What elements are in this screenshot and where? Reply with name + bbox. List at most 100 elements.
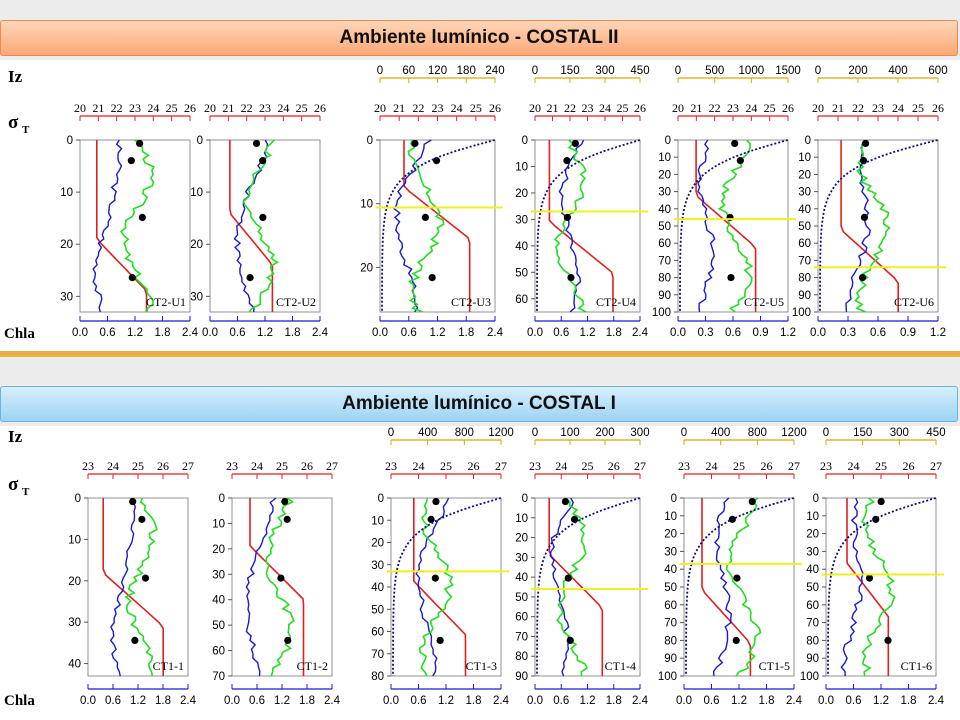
sample-dot [138,515,146,523]
depth-tick-label: 70 [664,618,677,630]
panel-label: CT2-U3 [451,295,491,309]
depth-tick-label: 30 [190,291,203,303]
depth-tick-label: 40 [212,595,225,607]
chla-tick-label: 2.4 [786,695,803,707]
sigma-tick-label: 24 [706,459,718,473]
iz-tick-label: 800 [455,427,474,439]
depth-tick-label: 40 [658,204,671,216]
sigma-t-subscript: T [22,124,30,136]
iz-light-curve [536,497,641,676]
sample-dot [732,636,740,644]
sample-dot [128,274,136,282]
depth-tick-label: 100 [800,671,819,683]
iz-tick-label: 0 [815,65,821,77]
sample-dot [731,139,739,148]
iz-light-curve [679,139,789,312]
sigma-tick-label: 27 [495,459,507,473]
chla-tick-label: 0.3 [698,327,714,339]
sigma-profile-line [403,140,471,312]
chla-tick-label: 0.6 [846,695,862,707]
sigma-tick-label: 25 [296,101,308,115]
sigma-tick-label: 20 [672,101,684,115]
depth-tick-label: 20 [798,169,811,181]
sigma-tick-label: 26 [489,101,501,115]
chla-profile-line [265,497,295,677]
depth-tick-label: 70 [212,671,225,683]
depth-tick-label: 30 [515,214,528,226]
sample-dot [127,157,135,165]
profile-frame [379,139,496,313]
chla-tick-label: 0.9 [753,327,769,339]
depth-tick-label: 60 [371,627,384,639]
sample-dot [861,139,870,148]
iz-tick-label: 1200 [488,427,514,439]
panel-label: CT1-5 [759,659,790,673]
sigma-tick-label: 24 [451,101,463,115]
depth-tick-label: 0 [665,135,671,147]
depth-tick-label: 20 [190,239,203,251]
sample-dot [136,139,144,148]
sample-dot [138,213,146,221]
iz-tick-label: 0 [675,65,681,77]
sigma-tick-label: 26 [468,459,480,473]
sample-dot [277,574,285,582]
chla-tick-label: 2.4 [493,695,510,707]
profile-frame [677,139,789,313]
chla-tick-label: 1.8 [458,327,474,339]
sigma-tick-label: 23 [226,459,238,473]
sigma-tick-label: 23 [129,101,141,115]
depth-tick-label: 90 [798,290,811,302]
sigma-profile-line [102,498,164,676]
depth-tick-label: 20 [212,544,225,556]
chla-tick-label: 0.0 [676,695,692,707]
depth-tick-label: 60 [212,646,225,658]
sample-dot [884,636,892,644]
sample-dot [571,139,579,148]
sigma-tick-label: 27 [634,459,646,473]
sample-dot [563,157,571,165]
sigma-tick-label: 26 [634,101,646,115]
chla-tick-label: 1.2 [731,695,747,707]
depth-tick-label: 30 [68,617,81,629]
sample-dot [431,574,439,582]
iz-light-curve [381,139,495,312]
depth-tick-label: 80 [658,273,671,285]
sigma-tick-label: 24 [599,101,611,115]
chla-tick-label: 0.0 [80,695,96,707]
iz-tick-label: 150 [560,65,579,77]
costal-i-charts: Iz σ T Chla 23 24 25 26 27 0.0 0.6 1.2 1.8 2.4 0 10 20 30… [4,427,946,709]
sigma-tick-label: 27 [930,459,942,473]
chla-tick-label: 2.4 [180,695,197,707]
sigma-tick-label: 21 [832,101,844,115]
sigma-tick-label: 24 [848,459,860,473]
section-panel-costal-i: Iz σ T Chla 23 24 25 26 27 0.0 0.6 1.2 1.8 2.4 0 10 20 30… [0,426,960,720]
chla-tick-label: 1.2 [430,327,446,339]
sigma-tick-label: 21 [393,101,405,115]
sigma-profile-line [96,140,148,312]
panel-label: CT2-U5 [744,295,784,309]
sigma-tick-label: 25 [875,459,887,473]
chla-tick-label: 0.0 [810,327,826,339]
chla-tick-label: 1.2 [438,695,454,707]
sigma-profile-line [249,498,305,676]
chla-tick-label: 0.6 [230,327,246,339]
sigma-t-label: σ [8,474,19,495]
chla-profile-line [124,497,158,677]
chla-tick-label: 1.2 [127,327,143,339]
sample-dot [129,497,137,506]
depth-tick-label: 0 [219,493,225,505]
sigma-tick-label: 26 [157,459,169,473]
depth-tick-label: 20 [360,262,373,274]
sigma-tick-label: 24 [147,101,159,115]
panel-label: CT1-4 [605,659,636,673]
depth-tick-label: 40 [515,241,528,253]
depth-tick-label: 50 [658,221,671,233]
depth-tick-label: 20 [60,239,73,251]
iz-tick-label: 0 [388,427,394,439]
depth-tick-label: 20 [371,538,384,550]
depth-tick-label: 60 [664,600,677,612]
sigma-tick-label: 23 [385,459,397,473]
sigma-profile-line [548,140,614,312]
chla-profile-line [717,139,754,313]
chla-tick-label: 0.6 [725,327,741,339]
